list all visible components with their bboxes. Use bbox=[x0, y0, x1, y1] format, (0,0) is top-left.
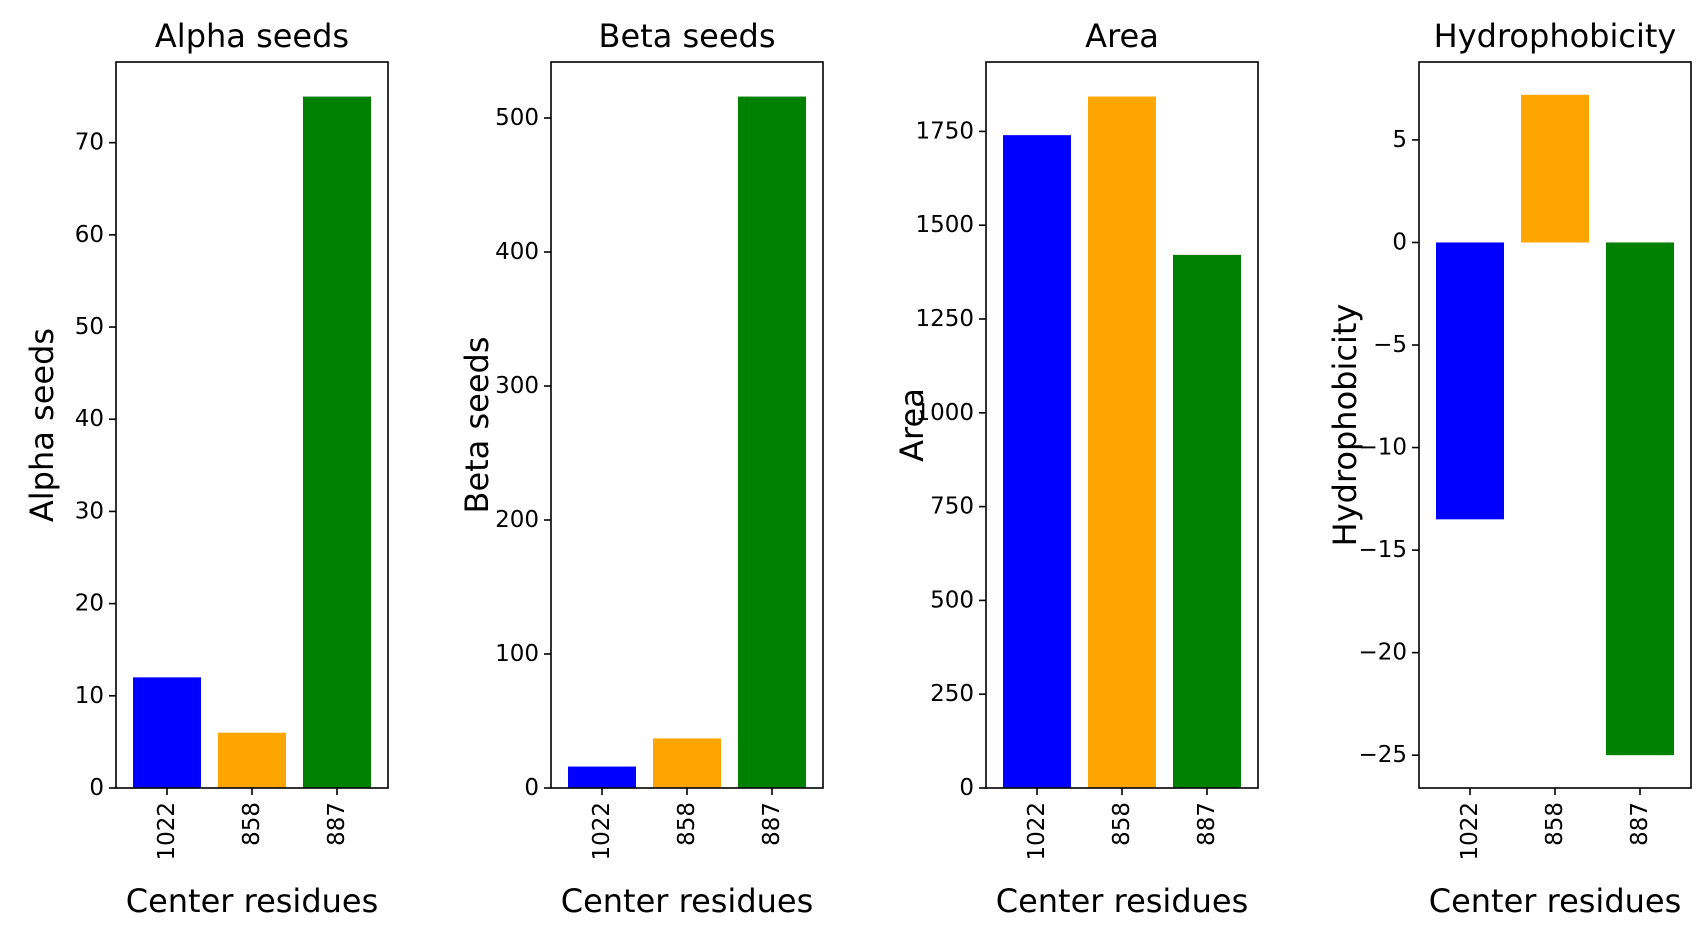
bar-887 bbox=[1606, 242, 1674, 756]
x-tick-label: 1022 bbox=[589, 802, 615, 861]
bar-1022 bbox=[1003, 135, 1071, 788]
y-tick-label: 500 bbox=[930, 587, 974, 613]
bar-858 bbox=[1088, 96, 1156, 788]
y-axis-label: Beta seeds bbox=[458, 337, 496, 514]
x-axis-label: Center residues bbox=[126, 882, 379, 920]
y-tick-label: 20 bbox=[75, 591, 104, 617]
y-tick-label: 10 bbox=[75, 683, 104, 709]
y-tick-label: −25 bbox=[1358, 742, 1407, 768]
x-tick-label: 1022 bbox=[1457, 802, 1483, 861]
y-tick-label: 400 bbox=[495, 239, 539, 265]
x-tick-label: 858 bbox=[674, 802, 700, 846]
x-tick-label: 1022 bbox=[1024, 802, 1050, 861]
y-tick-label: 5 bbox=[1392, 127, 1407, 153]
y-tick-label: 50 bbox=[75, 314, 104, 340]
bar-887 bbox=[303, 96, 371, 788]
bar-1022 bbox=[133, 677, 201, 788]
y-tick-label: 0 bbox=[1392, 229, 1407, 255]
y-tick-label: 0 bbox=[524, 775, 539, 801]
y-tick-label: 300 bbox=[495, 373, 539, 399]
x-tick-label: 887 bbox=[759, 802, 785, 846]
x-tick-label: 858 bbox=[1109, 802, 1135, 846]
bar-858 bbox=[653, 738, 721, 788]
chart-title: Hydrophobicity bbox=[1434, 17, 1677, 55]
y-tick-label: 60 bbox=[75, 222, 104, 248]
y-tick-label: 100 bbox=[495, 641, 539, 667]
y-tick-label: 1500 bbox=[915, 212, 974, 238]
x-axis-label: Center residues bbox=[996, 882, 1249, 920]
y-tick-label: 250 bbox=[930, 681, 974, 707]
chart-panel-1: 0 10 20 30 40 50 60 70 1022 858 887 Alpha seeds Cent… bbox=[23, 17, 389, 920]
bar-1022 bbox=[568, 766, 636, 788]
chart-panel-3: 0 250 500 750 1000 1250 1500 1750 1022 858 887 Area… bbox=[893, 17, 1259, 920]
y-tick-label: 1250 bbox=[915, 306, 974, 332]
y-tick-label: 1750 bbox=[915, 118, 974, 144]
y-tick-label: 200 bbox=[495, 507, 539, 533]
x-tick-label: 887 bbox=[1627, 802, 1653, 846]
chart-panel-4: −25 −20 −15 −10 −5 0 5 1022 858 887 Hydrophobicity… bbox=[1326, 17, 1692, 920]
y-tick-label: 30 bbox=[75, 498, 104, 524]
bar-858 bbox=[218, 732, 286, 788]
y-tick-label: −20 bbox=[1358, 640, 1407, 666]
y-axis-label: Alpha seeds bbox=[23, 328, 61, 522]
x-tick-label: 887 bbox=[1194, 802, 1220, 846]
bar-1022 bbox=[1436, 242, 1504, 520]
chart-title: Area bbox=[1085, 17, 1159, 55]
x-tick-label: 887 bbox=[324, 802, 350, 846]
y-tick-label: 750 bbox=[930, 494, 974, 520]
chart-panel-2: 0 100 200 300 400 500 1022 858 887 Beta seeds Cent… bbox=[458, 17, 824, 920]
bar-887 bbox=[1173, 254, 1241, 789]
y-axis-label: Area bbox=[893, 388, 931, 462]
y-tick-label: 500 bbox=[495, 105, 539, 131]
chart-title: Beta seeds bbox=[599, 17, 776, 55]
x-tick-label: 858 bbox=[1542, 802, 1568, 846]
y-tick-label: −5 bbox=[1373, 332, 1407, 358]
y-tick-label: −10 bbox=[1358, 435, 1407, 461]
bar-887 bbox=[738, 96, 806, 788]
x-axis-label: Center residues bbox=[1429, 882, 1682, 920]
y-tick-label: 40 bbox=[75, 406, 104, 432]
chart-title: Alpha seeds bbox=[155, 17, 349, 55]
y-tick-label: 0 bbox=[959, 775, 974, 801]
bar-858 bbox=[1521, 94, 1589, 243]
x-tick-label: 1022 bbox=[154, 802, 180, 861]
y-tick-label: 1000 bbox=[915, 400, 974, 426]
y-tick-label: 0 bbox=[89, 775, 104, 801]
x-tick-label: 858 bbox=[239, 802, 265, 846]
y-tick-label: −15 bbox=[1358, 537, 1407, 563]
y-axis-label: Hydrophobicity bbox=[1326, 304, 1364, 547]
y-tick-label: 70 bbox=[75, 130, 104, 156]
x-axis-label: Center residues bbox=[561, 882, 814, 920]
